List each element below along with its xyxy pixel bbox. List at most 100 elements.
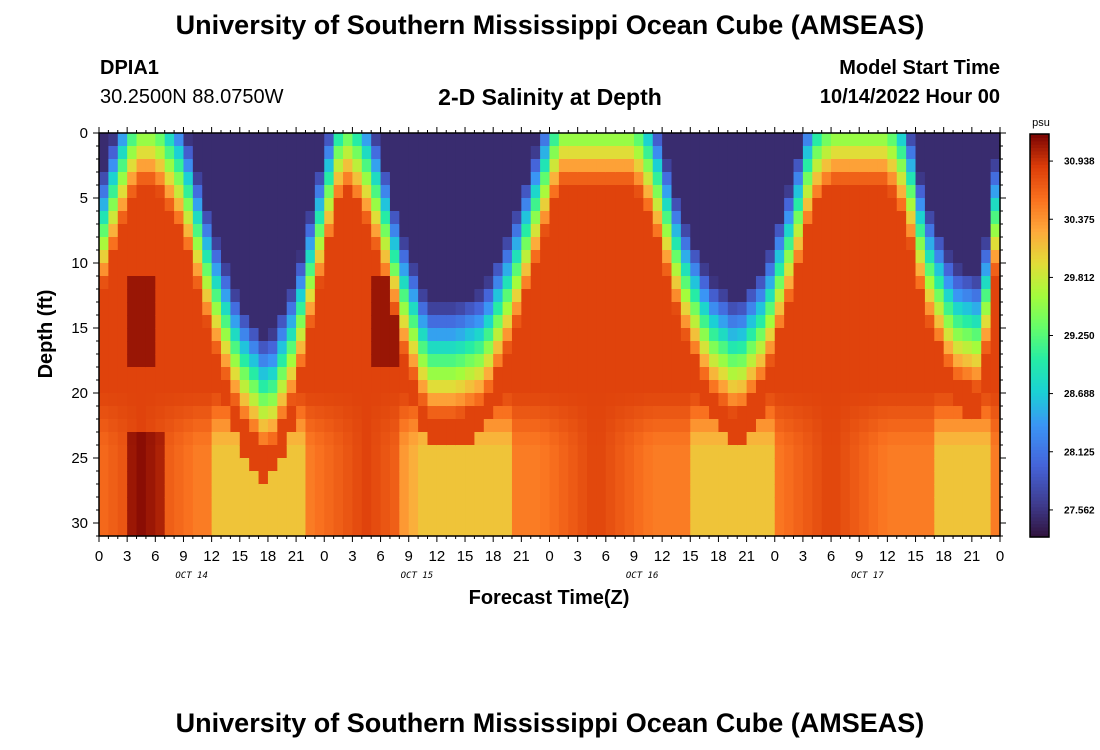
heatmap-cell — [690, 263, 701, 277]
heatmap-cell — [615, 315, 626, 329]
heatmap-cell — [953, 354, 964, 368]
heatmap-cell — [249, 146, 260, 160]
heatmap-cell — [915, 523, 926, 537]
heatmap-cell — [624, 393, 635, 407]
heatmap-cell — [399, 146, 410, 160]
heatmap-cell — [371, 237, 382, 251]
heatmap-cell — [99, 341, 109, 355]
heatmap-cell — [540, 419, 551, 433]
heatmap-cell — [521, 328, 532, 342]
heatmap-cell — [117, 471, 128, 485]
heatmap-cell — [117, 159, 128, 173]
heatmap-cell — [343, 471, 354, 485]
heatmap-cell — [868, 263, 879, 277]
heatmap-cell — [831, 146, 842, 160]
heatmap-cell — [615, 419, 626, 433]
heatmap-cell — [793, 510, 804, 524]
heatmap-cell — [924, 328, 935, 342]
heatmap-cell — [267, 276, 278, 290]
heatmap-cell — [399, 510, 410, 524]
heatmap-cell — [521, 432, 532, 446]
heatmap-cell — [267, 497, 278, 511]
heatmap-cell — [699, 237, 710, 251]
heatmap-cell — [427, 406, 438, 420]
heatmap-cell — [436, 133, 447, 147]
heatmap-cell — [596, 211, 607, 225]
heatmap-cell — [755, 237, 766, 251]
colorbar-segment — [1030, 150, 1049, 155]
heatmap-cell — [990, 419, 1001, 433]
heatmap-cell — [765, 367, 776, 381]
heatmap-cell — [145, 237, 156, 251]
x-tick-label: 12 — [654, 548, 671, 565]
colorbar-segment — [1030, 244, 1049, 249]
heatmap-cell — [662, 146, 673, 160]
heatmap-cell — [643, 510, 654, 524]
heatmap-cell — [436, 159, 447, 173]
heatmap-cell — [765, 237, 776, 251]
heatmap-cell — [399, 445, 410, 459]
heatmap-cell — [596, 237, 607, 251]
heatmap-cell — [821, 159, 832, 173]
heatmap-cell — [267, 146, 278, 160]
heatmap-cell — [812, 198, 823, 212]
heatmap-cell — [540, 523, 551, 537]
heatmap-cell — [699, 523, 710, 537]
heatmap-cell — [755, 341, 766, 355]
heatmap-cell — [558, 445, 569, 459]
heatmap-cell — [737, 159, 748, 173]
heatmap-cell — [662, 419, 673, 433]
heatmap-cell — [793, 146, 804, 160]
heatmap-cell — [906, 380, 917, 394]
heatmap-cell — [727, 315, 738, 329]
heatmap-cell — [277, 341, 288, 355]
heatmap-cell — [587, 302, 598, 316]
heatmap-cell — [521, 172, 532, 186]
heatmap-cell — [934, 445, 945, 459]
heatmap-cell — [765, 302, 776, 316]
heatmap-cell — [953, 367, 964, 381]
heatmap-cell — [558, 224, 569, 238]
heatmap-cell — [784, 224, 795, 238]
heatmap-cell — [99, 510, 109, 524]
heatmap-cell — [371, 146, 382, 160]
heatmap-cell — [953, 315, 964, 329]
heatmap-cell — [408, 458, 419, 472]
heatmap-cell — [145, 367, 156, 381]
heatmap-cell — [577, 133, 588, 147]
heatmap-cell — [765, 198, 776, 212]
heatmap-cell — [117, 276, 128, 290]
heatmap-cell — [352, 185, 363, 199]
heatmap-cell — [652, 302, 663, 316]
heatmap-cell — [737, 380, 748, 394]
heatmap-cell — [465, 445, 476, 459]
heatmap-cell — [943, 302, 954, 316]
heatmap-cell — [511, 237, 522, 251]
heatmap-cell — [436, 289, 447, 303]
heatmap-cell — [202, 250, 213, 264]
heatmap-cell — [221, 419, 232, 433]
colorbar-segment — [1030, 268, 1049, 273]
heatmap-cell — [296, 302, 307, 316]
heatmap-cell — [868, 172, 879, 186]
colorbar-segment — [1030, 369, 1049, 374]
colorbar-segment — [1030, 516, 1049, 521]
heatmap-cell — [765, 419, 776, 433]
heatmap-cell — [934, 484, 945, 498]
heatmap-cell — [558, 458, 569, 472]
heatmap-cell — [465, 159, 476, 173]
heatmap-cell — [896, 250, 907, 264]
heatmap-cell — [164, 224, 175, 238]
heatmap-cell — [389, 172, 400, 186]
heatmap-cell — [690, 354, 701, 368]
heatmap-cell — [924, 445, 935, 459]
heatmap-cell — [727, 250, 738, 264]
heatmap-cell — [737, 393, 748, 407]
heatmap-cell — [408, 523, 419, 537]
heatmap-cell — [427, 341, 438, 355]
heatmap-cell — [652, 471, 663, 485]
heatmap-cell — [314, 133, 325, 147]
heatmap-cell — [530, 146, 541, 160]
heatmap-cell — [896, 393, 907, 407]
heatmap-cell — [924, 172, 935, 186]
